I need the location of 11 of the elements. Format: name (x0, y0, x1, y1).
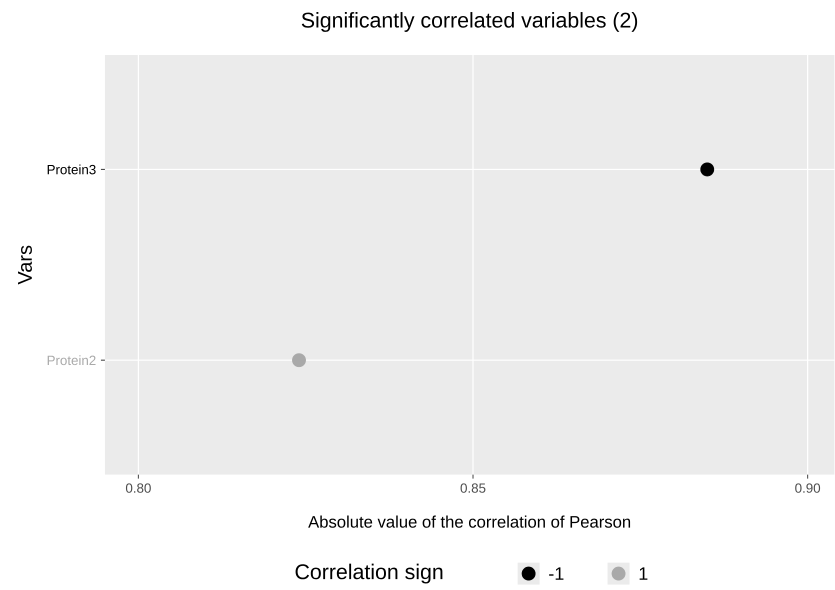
x-tick-label: 0.85 (460, 484, 486, 493)
legend-label: -1 (549, 568, 564, 580)
y-tick-label: Protein3 (48, 164, 96, 175)
x-axis-title: Absolute value of the correlation of Pearson (308, 516, 630, 528)
legend-label: 1 (640, 568, 648, 580)
legend-title: Correlation sign (296, 564, 442, 584)
y-axis-title: Vars (18, 246, 32, 285)
y-tick-label: Protein2 (48, 356, 96, 366)
x-tick-label: 0.80 (126, 484, 151, 493)
chart-title: Significantly correlated variables (2) (302, 12, 638, 32)
x-tick-label: 0.90 (795, 484, 820, 493)
